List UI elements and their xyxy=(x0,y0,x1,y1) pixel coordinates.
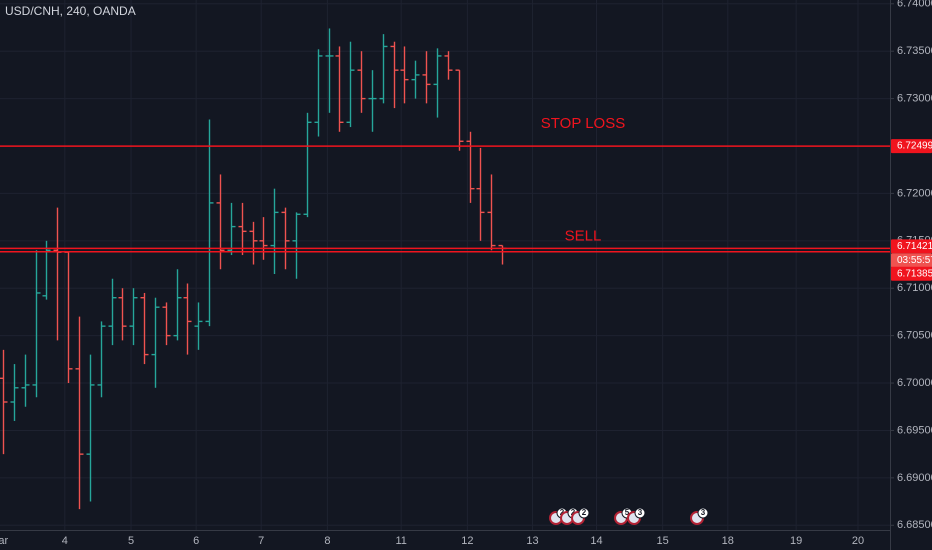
event-count: 2 xyxy=(560,508,565,517)
y-tick-label: 6.73500 xyxy=(897,45,932,57)
event-badge xyxy=(578,507,590,519)
x-tick-label: 11 xyxy=(395,535,406,547)
event-count: 2 xyxy=(571,508,576,517)
event-badge xyxy=(634,507,646,519)
x-tick-label: 7 xyxy=(258,535,264,547)
grid xyxy=(0,0,890,530)
chart-title: USD/CNH, 240, OANDA xyxy=(5,4,136,18)
y-tick-label: 6.71000 xyxy=(897,282,932,294)
y-tick-label: 6.73000 xyxy=(897,93,932,105)
x-tick-label: 12 xyxy=(461,535,473,547)
countdown-box xyxy=(891,253,932,268)
event-count: 3 xyxy=(638,508,643,517)
x-tick-label: 18 xyxy=(722,535,734,547)
event-count: 2 xyxy=(582,508,587,517)
x-tick-label: 20 xyxy=(852,535,864,547)
sell-label-box xyxy=(891,239,932,254)
y-tick-label: 6.69500 xyxy=(897,424,932,436)
price-label-box xyxy=(891,266,932,281)
x-tick-label: Mar xyxy=(0,535,8,547)
y-tick-label: 6.70000 xyxy=(897,377,932,389)
y-tick-label: 6.69000 xyxy=(897,472,932,484)
level-text: SELL xyxy=(565,227,602,244)
price-label: 6.71385 xyxy=(897,268,932,279)
y-tick-label: 6.70500 xyxy=(897,330,932,342)
countdown: 03:55:57 xyxy=(897,255,932,266)
level-text: STOP LOSS xyxy=(541,115,626,132)
x-tick-label: 13 xyxy=(526,535,538,547)
event-count: 3 xyxy=(701,508,706,517)
y-tick-label: 6.72000 xyxy=(897,187,932,199)
stop-loss-label-box xyxy=(891,139,932,154)
x-tick-label: 8 xyxy=(324,535,330,547)
x-tick-label: 15 xyxy=(657,535,669,547)
event-badge xyxy=(697,507,709,519)
stop-loss-label: 6.72499 xyxy=(897,141,932,152)
x-tick-label: 6 xyxy=(193,535,199,547)
event-count: 5 xyxy=(625,508,630,517)
y-tick-label: 6.74000 xyxy=(897,0,932,10)
y-tick-label: 6.68500 xyxy=(897,519,932,531)
sell-label: 6.71421 xyxy=(897,241,932,252)
x-tick-label: 14 xyxy=(590,535,602,547)
x-tick-label: 4 xyxy=(62,535,68,547)
x-tick-label: 5 xyxy=(128,535,134,547)
x-tick-label: 19 xyxy=(790,535,802,547)
